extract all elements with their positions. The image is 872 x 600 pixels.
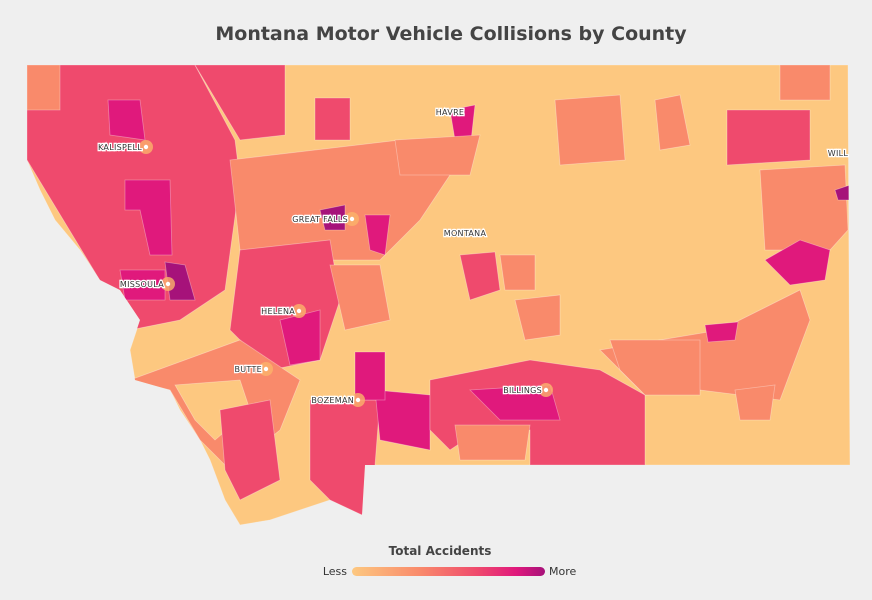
city-dot (165, 281, 171, 287)
city-dot (355, 397, 361, 403)
legend-title: Total Accidents (389, 544, 492, 558)
place-label: BOZEMAN (311, 396, 354, 405)
place-label: WILL (828, 149, 849, 158)
map-title: Montana Motor Vehicle Collisions by Coun… (215, 23, 687, 45)
legend-high: More (549, 565, 577, 578)
city-dot (543, 387, 549, 393)
city-dot (263, 366, 269, 372)
place-label: KALISPELL (98, 143, 142, 152)
place-label: HAVRE (436, 108, 465, 117)
city-dot (296, 308, 302, 314)
legend-low: Less (323, 565, 347, 578)
place-label: MONTANA (444, 229, 487, 238)
city-dot (143, 144, 149, 150)
place-label: HELENA (261, 307, 295, 316)
place-label: BUTTE (234, 365, 262, 374)
place-label: BILLINGS (503, 386, 542, 395)
counties (27, 65, 850, 525)
legend-gradient (352, 567, 545, 576)
place-label: GREAT FALLS (292, 215, 348, 224)
place-label: MISSOULA (120, 280, 164, 289)
city-dot (349, 216, 355, 222)
place-labels: KALISPELL GREAT FALLS MISSOULA HELENA BUTTE B… (97, 107, 849, 407)
